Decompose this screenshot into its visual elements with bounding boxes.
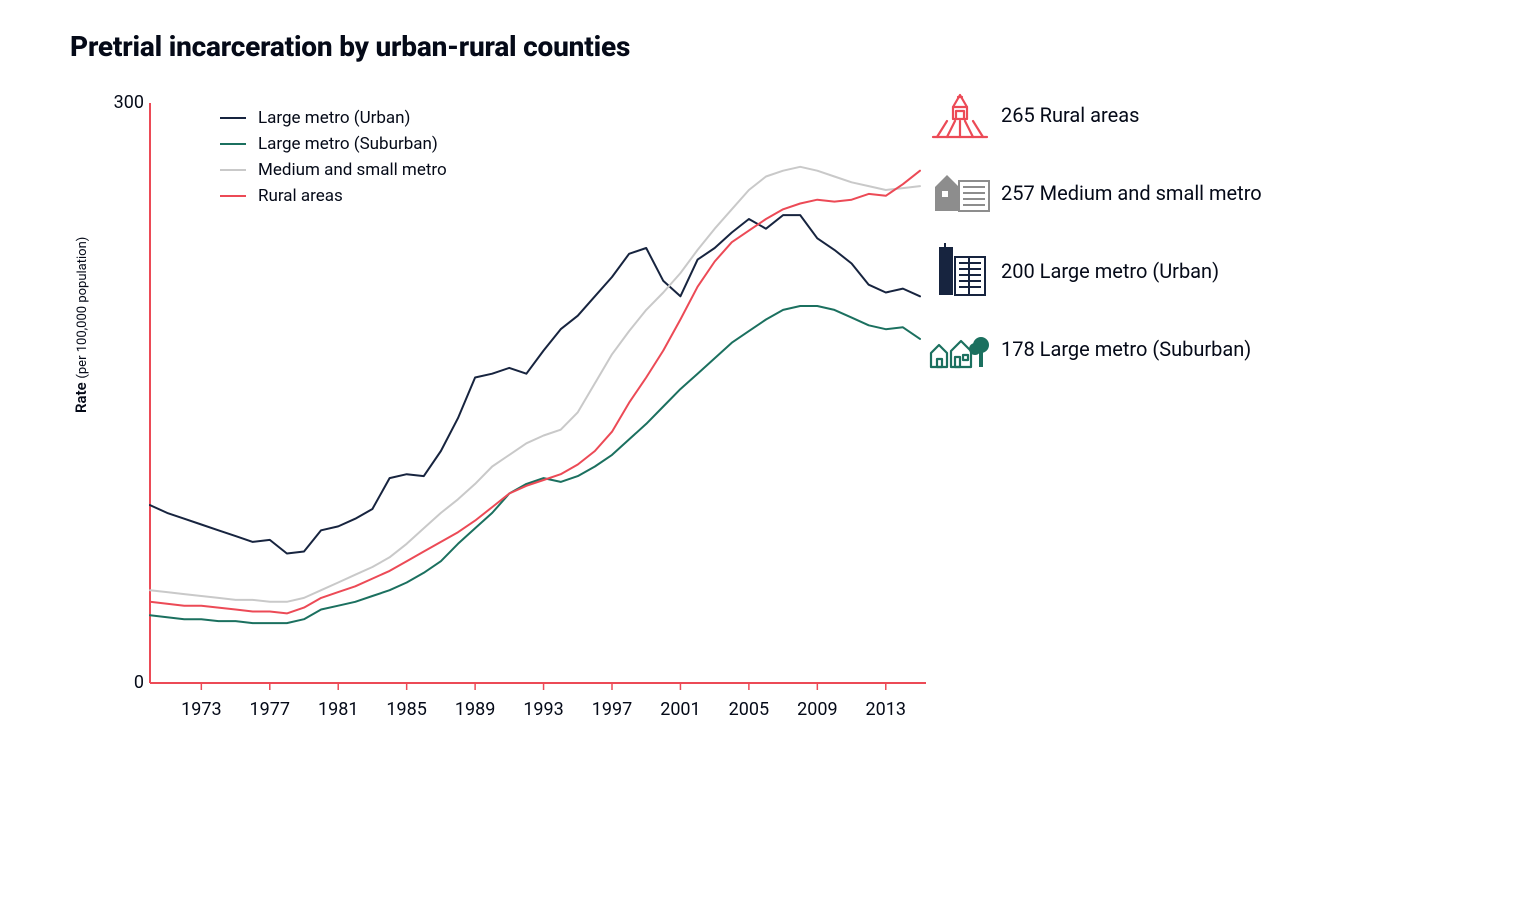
line-suburban — [150, 306, 920, 623]
legend-line-rural — [220, 195, 246, 197]
line-medium — [150, 167, 920, 602]
line-chart — [90, 103, 950, 723]
line-urban — [150, 215, 920, 553]
x-tick: 2013 — [866, 699, 906, 720]
urban-icon — [925, 241, 995, 301]
legend-label-suburban: Large metro (Suburban) — [258, 134, 438, 154]
end-label-rural: 265 Rural areas — [925, 85, 1262, 145]
legend-line-medium — [220, 169, 246, 171]
end-label-medium: 257 Medium and small metro — [925, 163, 1262, 223]
end-label-text-urban: 200 Large metro (Urban) — [1001, 259, 1219, 283]
page: Pretrial incarceration by urban-rural co… — [0, 0, 1524, 900]
legend: Large metro (Urban) Large metro (Suburban… — [220, 105, 447, 209]
chart-title: Pretrial incarceration by urban-rural co… — [70, 30, 1464, 63]
legend-line-urban — [220, 117, 246, 119]
end-label-suburban: 178 Large metro (Suburban) — [925, 319, 1262, 379]
legend-label-medium: Medium and small metro — [258, 160, 447, 180]
end-label-text-medium: 257 Medium and small metro — [1001, 181, 1262, 205]
x-tick: 1993 — [523, 699, 563, 720]
x-tick: 1981 — [318, 699, 358, 720]
x-tick: 2009 — [797, 699, 837, 720]
legend-line-suburban — [220, 143, 246, 145]
legend-item-urban: Large metro (Urban) — [220, 105, 447, 131]
legend-label-urban: Large metro (Urban) — [258, 108, 410, 128]
rural-icon — [925, 85, 995, 145]
y-axis-label-main: Rate — [72, 382, 90, 413]
x-tick: 1977 — [250, 699, 290, 720]
legend-item-suburban: Large metro (Suburban) — [220, 131, 447, 157]
end-labels: 265 Rural areas 257 Medium and small met… — [925, 85, 1262, 397]
chart-area: Rate (per 100,000 population) 0300 19731… — [90, 103, 1464, 723]
y-tick: 300 — [98, 92, 144, 113]
x-tick: 2001 — [660, 699, 700, 720]
end-label-urban: 200 Large metro (Urban) — [925, 241, 1262, 301]
end-label-text-suburban: 178 Large metro (Suburban) — [1001, 337, 1251, 361]
end-label-text-rural: 265 Rural areas — [1001, 103, 1139, 127]
y-axis-label-sub: (per 100,000 population) — [75, 237, 90, 379]
legend-label-rural: Rural areas — [258, 186, 343, 206]
x-tick: 1997 — [592, 699, 632, 720]
y-axis-label: Rate (per 100,000 population) — [72, 237, 90, 413]
legend-item-rural: Rural areas — [220, 183, 447, 209]
x-tick: 2005 — [729, 699, 769, 720]
x-tick: 1989 — [455, 699, 495, 720]
x-tick: 1985 — [386, 699, 426, 720]
y-tick: 0 — [98, 672, 144, 693]
suburban-icon — [925, 319, 995, 379]
x-tick: 1973 — [181, 699, 221, 720]
line-rural — [150, 171, 920, 614]
legend-item-medium: Medium and small metro — [220, 157, 447, 183]
medium-icon — [925, 163, 995, 223]
